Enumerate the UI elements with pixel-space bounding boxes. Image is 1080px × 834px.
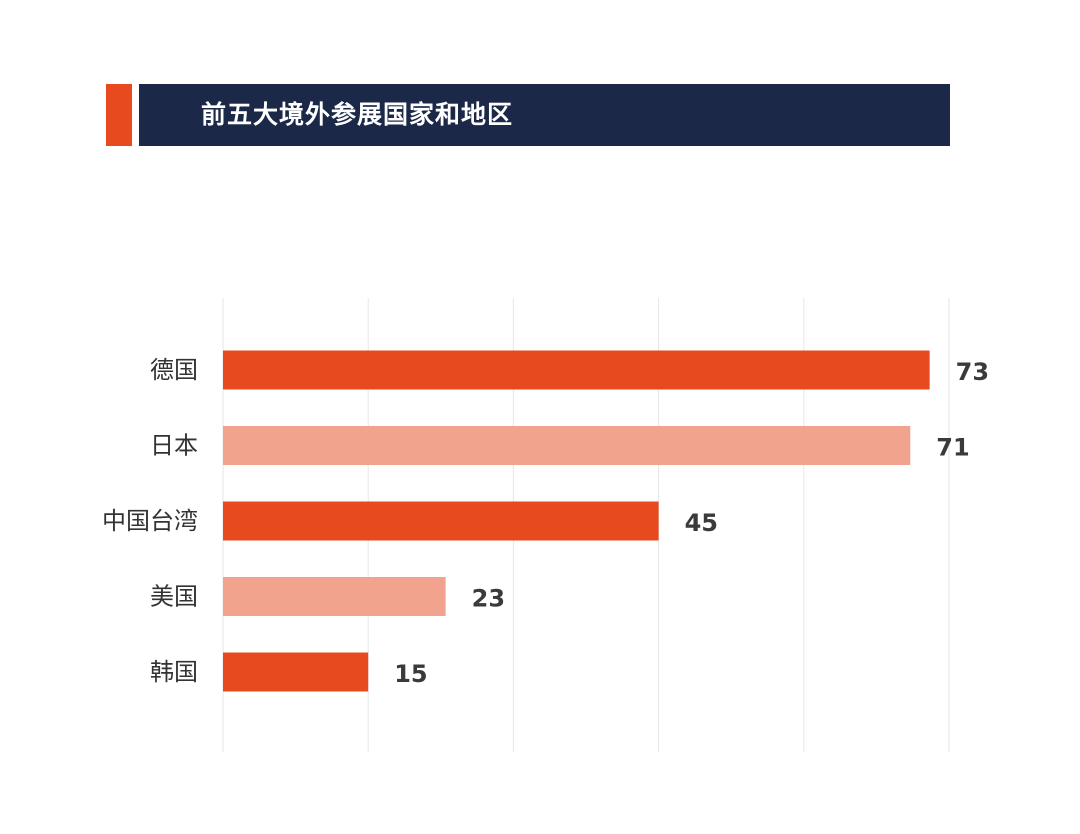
category-label-2: 中国台湾 [102,507,198,535]
bar-1 [223,426,911,465]
value-label-4: 15 [394,660,427,688]
chart-title: 前五大境外参展国家和地区 [201,100,514,129]
title-bar: 前五大境外参展国家和地区 [139,84,950,146]
value-labels: 73 71 45 23 15 [394,358,989,688]
value-label-2: 45 [685,509,718,537]
value-label-0: 73 [956,358,989,386]
category-label-4: 韩国 [150,658,198,686]
category-label-3: 美国 [150,583,198,611]
value-label-3: 23 [472,585,505,613]
bar-3 [223,577,446,616]
title-accent-block [106,84,132,146]
category-label-1: 日本 [150,432,198,460]
bar-4 [223,652,369,692]
bars [223,350,930,692]
bar-0 [223,350,930,390]
bar-2 [223,501,659,541]
value-label-1: 71 [936,434,969,462]
category-label-0: 德国 [150,356,198,384]
